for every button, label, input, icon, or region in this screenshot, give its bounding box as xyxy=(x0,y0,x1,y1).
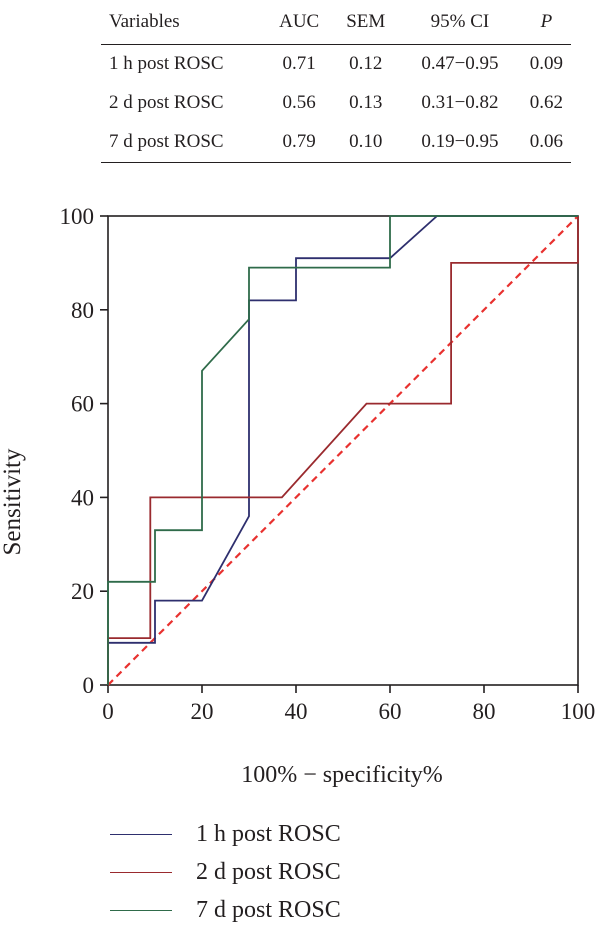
roc-chart: 0 20 40 60 80 100 0 20 40 60 80 100 Sensitivity 100… xyxy=(0,204,596,788)
y-tick-label: 100 xyxy=(60,204,95,229)
y-tick-label: 60 xyxy=(71,392,94,417)
cell-p: 0.09 xyxy=(529,53,563,74)
statistics-table: Variables AUC SEM 95% CI P 1 h post ROSC… xyxy=(101,0,571,163)
y-tick-label: 0 xyxy=(83,673,95,698)
x-tick-label: 100 xyxy=(561,699,596,724)
y-axis-label: Sensitivity xyxy=(0,448,26,555)
table-header-row: Variables AUC SEM 95% CI P xyxy=(101,0,571,45)
x-tick-label: 0 xyxy=(102,699,114,724)
cell-auc: 0.71 xyxy=(282,53,316,74)
series-line-3 xyxy=(107,215,578,685)
reference-diagonal-line xyxy=(107,215,579,686)
cell-auc: 0.79 xyxy=(264,122,334,163)
table-row: 7 d post ROSC 0.79 0.10 0.19−0.95 0.06 xyxy=(101,122,571,163)
cell-variable: 1 h post ROSC xyxy=(109,53,224,74)
legend-label: 7 d post ROSC xyxy=(196,896,341,923)
cell-sem: 0.12 xyxy=(349,53,383,74)
table-row: 1 h post ROSC 0.71 0.12 0.47−0.95 0.09 xyxy=(101,44,571,84)
y-tick-label: 20 xyxy=(71,579,94,604)
legend-swatch xyxy=(110,909,172,911)
cell-sem: 0.10 xyxy=(333,122,399,163)
x-tick-label: 80 xyxy=(473,699,496,724)
legend-swatch xyxy=(110,833,172,835)
legend-swatch xyxy=(110,871,172,873)
reference-line-group xyxy=(107,215,579,686)
header-sem: SEM xyxy=(333,0,399,45)
legend-label: 1 h post ROSC xyxy=(196,820,341,847)
cell-variable: 2 d post ROSC xyxy=(109,92,224,113)
legend: 1 h post ROSC 2 d post ROSC 7 d post ROS… xyxy=(110,815,341,929)
cell-p: 0.06 xyxy=(521,122,571,163)
cell-variable: 7 d post ROSC xyxy=(101,122,265,163)
cell-ci: 0.19−0.95 xyxy=(398,122,522,163)
cell-p: 0.62 xyxy=(529,92,563,113)
header-ci: 95% CI xyxy=(398,0,522,45)
cell-ci: 0.31−0.82 xyxy=(421,92,499,113)
table-row: 2 d post ROSC 0.56 0.13 0.31−0.82 0.62 xyxy=(101,84,571,123)
chart-axes: 0 20 40 60 80 100 0 20 40 60 80 100 xyxy=(60,204,596,724)
y-tick-label: 40 xyxy=(71,485,94,510)
plot-frame xyxy=(107,215,579,686)
header-p: P xyxy=(521,0,571,45)
series-group xyxy=(107,215,579,685)
x-axis-label: 100% − specificity% xyxy=(241,762,442,788)
legend-item-1h: 1 h post ROSC xyxy=(110,815,341,853)
legend-item-2d: 2 d post ROSC xyxy=(110,853,341,891)
cell-ci: 0.47−0.95 xyxy=(421,53,499,74)
series-line-2 xyxy=(107,216,579,685)
cell-auc: 0.56 xyxy=(282,92,316,113)
cell-sem: 0.13 xyxy=(349,92,383,113)
x-tick-label: 60 xyxy=(379,699,402,724)
legend-item-7d: 7 d post ROSC xyxy=(110,891,341,929)
x-tick-label: 20 xyxy=(191,699,214,724)
x-tick-label: 40 xyxy=(285,699,308,724)
y-tick-label: 80 xyxy=(71,298,94,323)
legend-label: 2 d post ROSC xyxy=(196,858,341,885)
series-line-1 xyxy=(107,215,578,685)
header-variables: Variables xyxy=(101,0,265,45)
header-auc: AUC xyxy=(264,0,334,45)
